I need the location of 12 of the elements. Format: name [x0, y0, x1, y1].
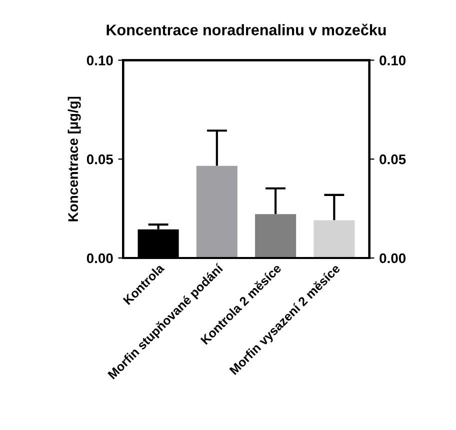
bar [196, 166, 238, 258]
y2-tick-label: 0.10 [380, 56, 406, 66]
y-tick-label: 0.00 [86, 253, 113, 264]
bar [138, 229, 179, 258]
y-tick-label: 0.10 [86, 56, 113, 66]
y-axis-title: Koncentrace [µg/g] [68, 96, 81, 222]
bar [314, 220, 355, 258]
chart-title: Koncentrace noradrenalinu v mozečku [106, 24, 386, 36]
y-tick-label: 0.05 [86, 154, 114, 164]
y2-tick-label: 0.00 [380, 253, 406, 264]
bar [255, 214, 296, 258]
y2-tick-label: 0.05 [380, 154, 406, 164]
